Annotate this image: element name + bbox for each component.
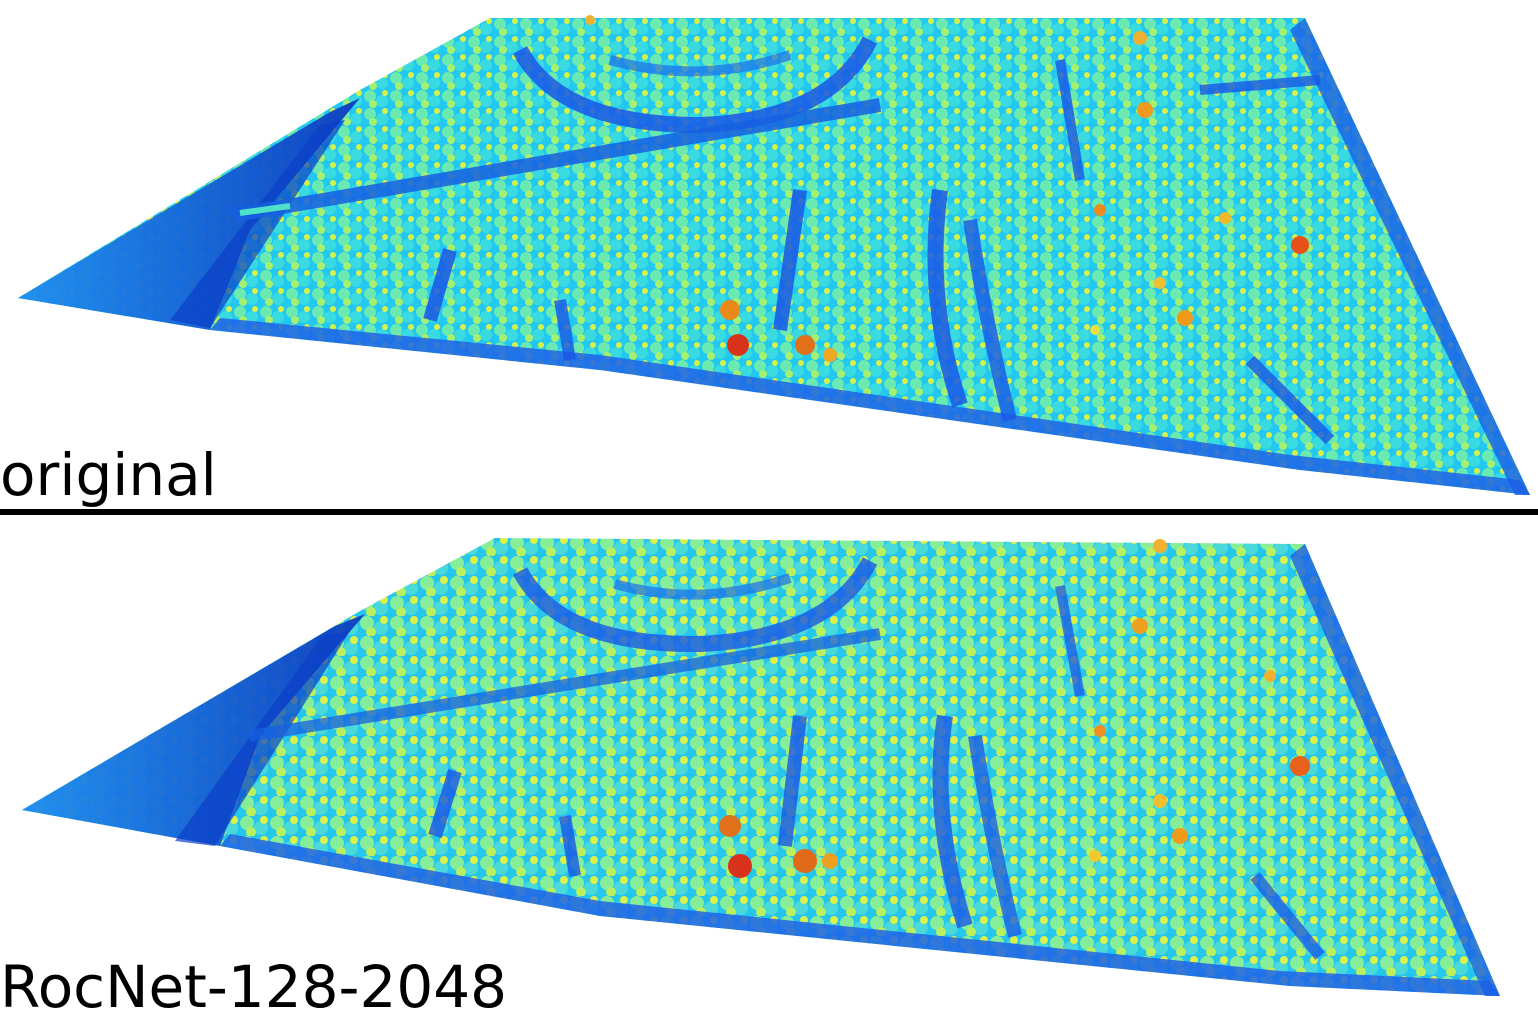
original-point-cloud-render — [18, 15, 1530, 495]
tall-features — [719, 539, 1310, 878]
main-road — [233, 98, 882, 222]
curved-road — [512, 557, 878, 653]
reconstruction-panel — [0, 516, 1538, 1025]
panel-divider — [0, 509, 1538, 515]
shoreline-strip — [18, 98, 360, 330]
tall-features — [585, 15, 1309, 362]
terrain-surface — [18, 18, 1530, 495]
terrain-surface — [22, 538, 1500, 996]
shoreline-strip — [22, 614, 365, 846]
main-road — [249, 628, 881, 742]
original-panel — [0, 0, 1538, 510]
reconstruction-point-cloud-render — [22, 538, 1500, 996]
reconstruction-caption: RocNet-128-2048 — [0, 953, 508, 1021]
original-caption: original — [0, 441, 217, 509]
curved-road — [512, 36, 878, 134]
